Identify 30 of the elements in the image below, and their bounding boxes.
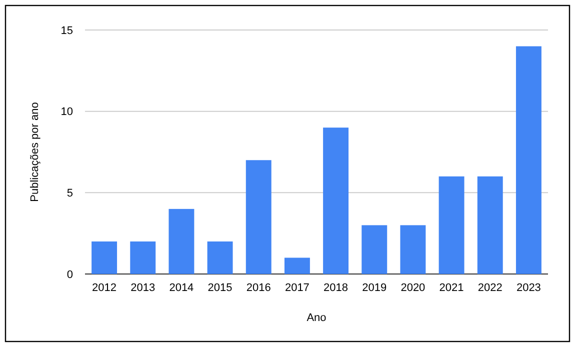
bar <box>323 128 349 274</box>
bar <box>362 225 388 274</box>
bar <box>400 225 426 274</box>
bar <box>92 241 118 274</box>
bar <box>207 241 233 274</box>
bar <box>284 258 310 274</box>
y-tick-label: 5 <box>66 188 73 200</box>
y-tick-label: 15 <box>60 24 73 37</box>
bar <box>168 208 194 274</box>
bar <box>438 176 464 274</box>
y-tick-label: 0 <box>66 268 73 281</box>
y-axis-title: Publicações por ano <box>29 102 41 202</box>
x-tick-label: 2020 <box>400 282 426 294</box>
x-tick-label: 2013 <box>130 282 156 294</box>
x-tick-label: 2023 <box>516 282 541 294</box>
x-tick-label: 2014 <box>169 282 194 294</box>
x-tick-label: 2022 <box>478 282 502 294</box>
x-tick-label: 2016 <box>246 282 271 294</box>
y-tick-label: 10 <box>60 106 73 118</box>
x-tick-label: 2015 <box>208 282 232 294</box>
bar <box>130 241 156 274</box>
bar <box>516 46 542 274</box>
x-tick-label: 2019 <box>362 282 387 294</box>
bar <box>477 176 503 274</box>
x-tick-label: 2018 <box>324 282 348 294</box>
x-tick-label: 2021 <box>439 282 464 294</box>
x-tick-label: 2012 <box>92 282 117 294</box>
bar <box>246 160 272 274</box>
x-axis-title: Ano <box>306 312 326 324</box>
x-tick-label: 2017 <box>284 282 310 294</box>
